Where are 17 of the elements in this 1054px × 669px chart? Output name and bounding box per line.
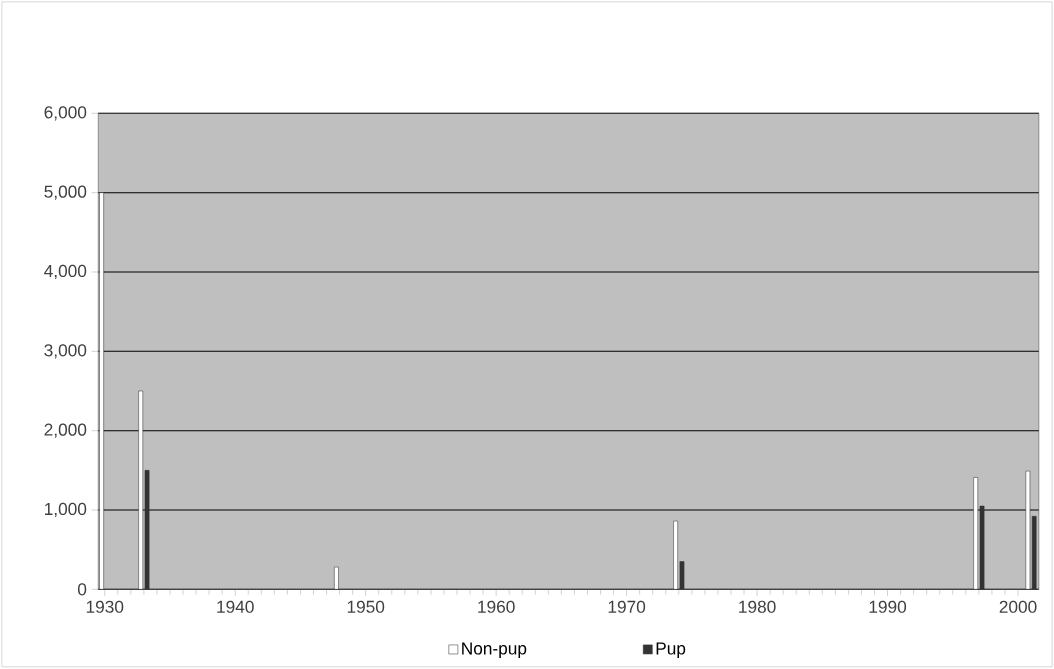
y-tick-label: 3,000 [44, 344, 87, 359]
y-tick-label: 2,000 [44, 423, 87, 438]
x-tick-label: 1950 [347, 600, 385, 614]
x-tick-label: 1990 [869, 600, 907, 614]
legend-label: Pup [656, 642, 686, 659]
x-tick-label: 1980 [739, 600, 776, 614]
y-tick-label: 6,000 [44, 106, 87, 121]
x-tick-label: 1960 [478, 600, 515, 614]
x-tick-label: 1940 [217, 600, 254, 614]
y-tick-label: 1,000 [45, 503, 87, 518]
y-tick-label: 4,000 [44, 265, 87, 280]
legend-label: Non-pup [462, 642, 527, 659]
y-tick-label: 5,000 [44, 185, 87, 200]
x-tick-label: 2000 [999, 600, 1037, 614]
x-tick-label: 1970 [608, 600, 646, 614]
y-tick-label: 0 [77, 583, 87, 596]
x-tick-label: 1930 [86, 600, 124, 614]
